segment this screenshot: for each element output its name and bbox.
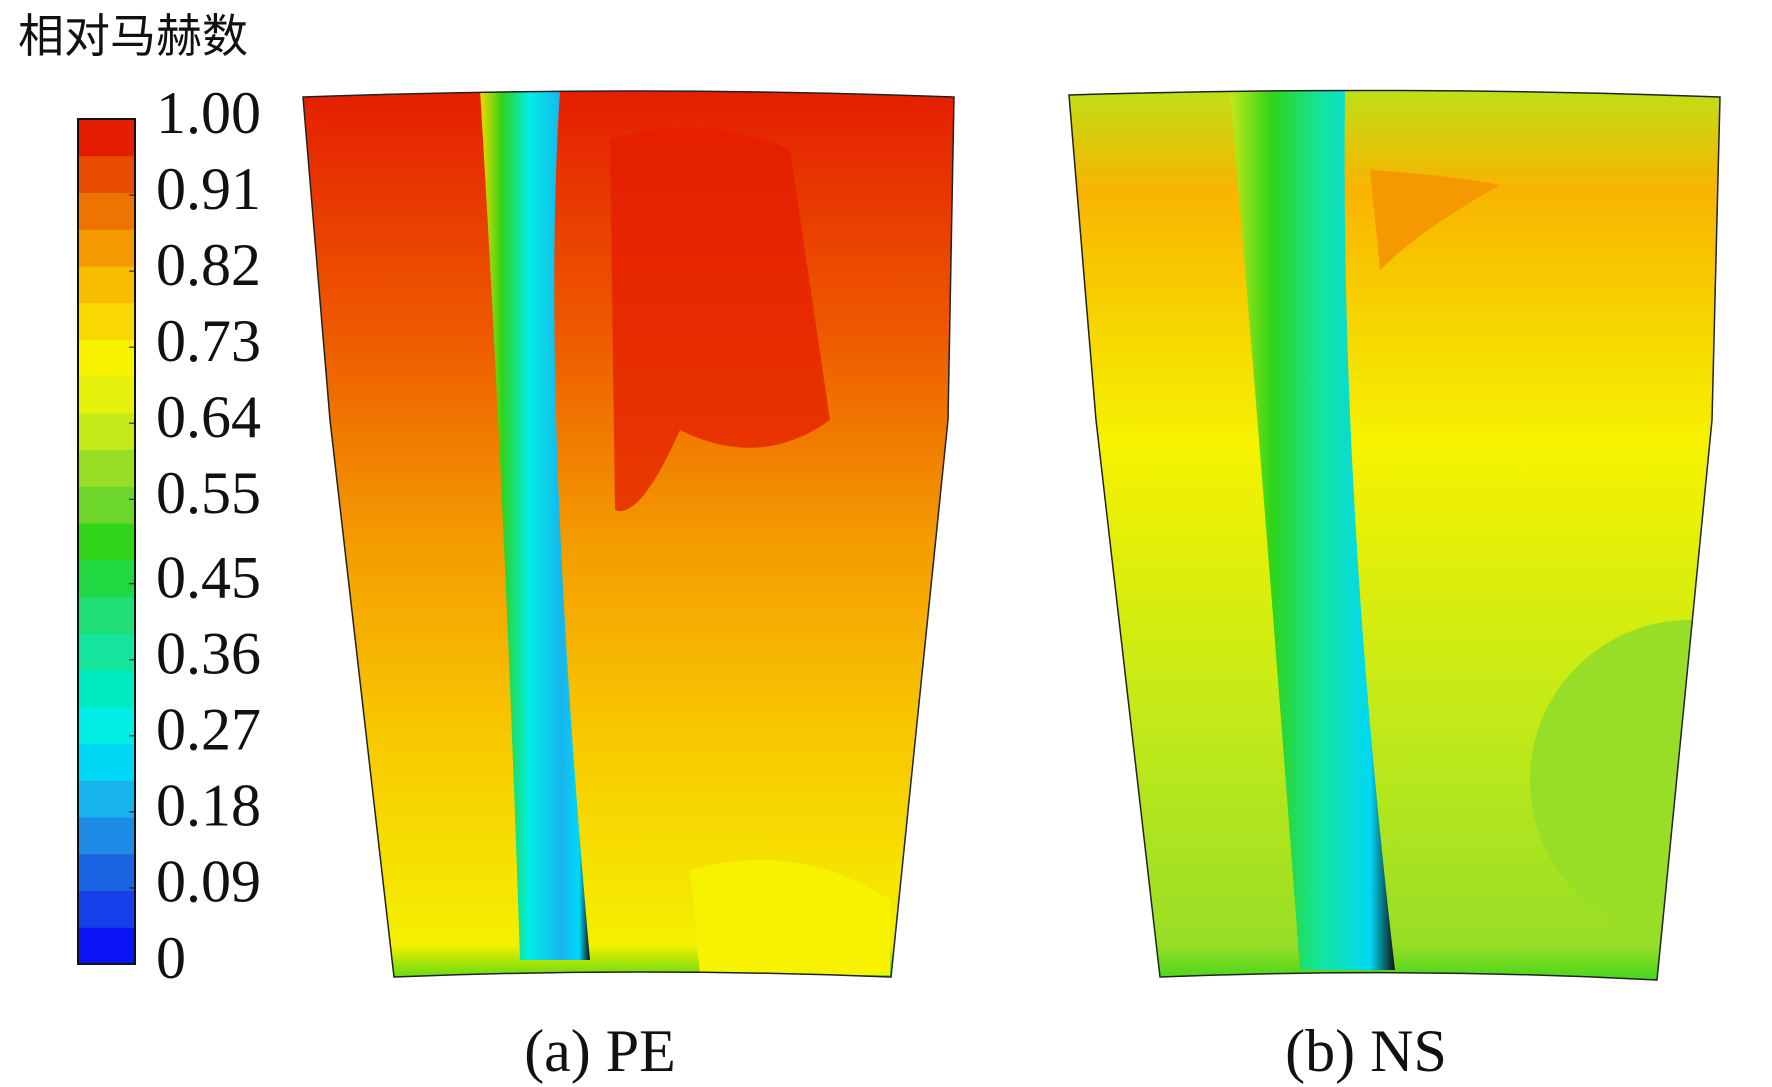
colorbar-band bbox=[78, 927, 135, 965]
colorbar-tick-label: 0.91 bbox=[156, 156, 261, 222]
colorbar-frame bbox=[77, 118, 136, 965]
colorbar-band bbox=[78, 890, 135, 928]
colorbar-tick-label: 0.27 bbox=[156, 697, 261, 763]
colorbar-band bbox=[78, 376, 135, 414]
colorbar-tick-label: 0.73 bbox=[156, 308, 261, 374]
contour-panel bbox=[1069, 90, 1720, 981]
colorbar-band bbox=[78, 523, 135, 561]
colorbar-band bbox=[78, 412, 135, 451]
colorbar-band bbox=[78, 155, 135, 193]
colorbar-tick-label: 0 bbox=[156, 925, 186, 991]
colorbar-band bbox=[78, 339, 135, 377]
colorbar-band bbox=[78, 596, 135, 634]
colorbar-band bbox=[78, 817, 135, 855]
colorbar-band bbox=[78, 633, 135, 671]
colorbar-band bbox=[78, 559, 135, 598]
colorbar-band bbox=[78, 743, 135, 781]
colorbar-title: 相对马赫数 bbox=[18, 9, 248, 63]
colorbar-tick-label: 0.82 bbox=[156, 232, 261, 298]
panel-label: (a) PE bbox=[524, 1018, 676, 1084]
colorbar-tick-label: 0.45 bbox=[156, 545, 261, 611]
colorbar-band bbox=[78, 706, 135, 745]
colorbar-band bbox=[78, 486, 135, 524]
colorbar-band bbox=[78, 119, 135, 157]
colorbar-tick-label: 0.09 bbox=[156, 849, 261, 915]
colorbar-tick-label: 0.64 bbox=[156, 384, 261, 450]
colorbar-tick-label: 0.18 bbox=[156, 773, 261, 839]
colorbar-tick-label: 1.00 bbox=[156, 80, 261, 146]
colorbar: 1.00 0.91 0.82 0.73 0.64 0.55 0.45 0.36 0.27 0.18… bbox=[77, 80, 261, 991]
colorbar-band bbox=[78, 780, 135, 818]
contour-panel bbox=[303, 91, 954, 977]
colorbar-band bbox=[78, 265, 135, 304]
colorbar-band bbox=[78, 302, 135, 340]
colorbar-band bbox=[78, 853, 135, 892]
colorbar-band bbox=[78, 192, 135, 230]
panel-label: (b) NS bbox=[1285, 1018, 1447, 1084]
colorbar-tick-label: 0.36 bbox=[156, 621, 261, 687]
colorbar-band bbox=[78, 449, 135, 487]
colorbar-tick-label: 0.55 bbox=[156, 460, 261, 526]
colorbar-band bbox=[78, 229, 135, 267]
colorbar-band bbox=[78, 670, 135, 708]
